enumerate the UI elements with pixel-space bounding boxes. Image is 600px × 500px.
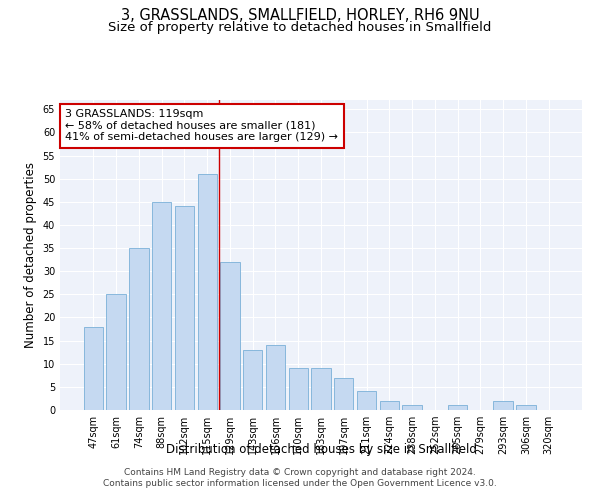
Bar xyxy=(129,248,149,410)
Text: Contains HM Land Registry data © Crown copyright and database right 2024.
Contai: Contains HM Land Registry data © Crown c… xyxy=(103,468,497,487)
Text: Size of property relative to detached houses in Smallfield: Size of property relative to detached ho… xyxy=(109,21,491,34)
Bar xyxy=(106,294,126,410)
Bar xyxy=(334,378,353,410)
Bar xyxy=(197,174,217,410)
Bar xyxy=(448,406,467,410)
Text: 3 GRASSLANDS: 119sqm
← 58% of detached houses are smaller (181)
41% of semi-deta: 3 GRASSLANDS: 119sqm ← 58% of detached h… xyxy=(65,110,338,142)
Bar xyxy=(380,400,399,410)
Bar xyxy=(493,400,513,410)
Bar xyxy=(311,368,331,410)
Bar xyxy=(403,406,422,410)
Text: Distribution of detached houses by size in Smallfield: Distribution of detached houses by size … xyxy=(166,442,476,456)
Text: 3, GRASSLANDS, SMALLFIELD, HORLEY, RH6 9NU: 3, GRASSLANDS, SMALLFIELD, HORLEY, RH6 9… xyxy=(121,8,479,22)
Bar xyxy=(84,326,103,410)
Bar xyxy=(357,392,376,410)
Bar xyxy=(289,368,308,410)
Bar xyxy=(175,206,194,410)
Y-axis label: Number of detached properties: Number of detached properties xyxy=(24,162,37,348)
Bar xyxy=(266,345,285,410)
Bar xyxy=(516,406,536,410)
Bar xyxy=(243,350,262,410)
Bar xyxy=(152,202,172,410)
Bar xyxy=(220,262,239,410)
